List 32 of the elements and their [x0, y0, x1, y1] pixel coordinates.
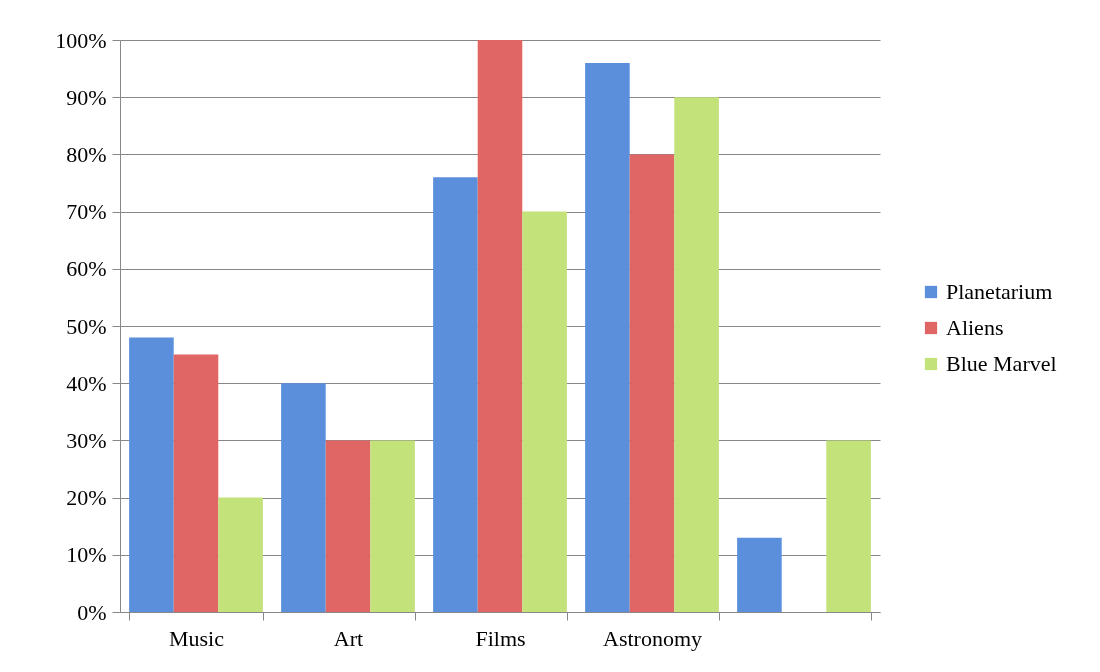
- x-tick-label: Music: [169, 625, 225, 651]
- y-tick-label: 20%: [66, 485, 107, 511]
- y-tick-label: 50%: [66, 313, 107, 339]
- bar: [477, 40, 523, 612]
- bar: [826, 440, 871, 612]
- x-tick-label: Art: [333, 625, 364, 651]
- y-tick-label: 10%: [66, 542, 107, 568]
- bar: [585, 62, 630, 612]
- bar: [218, 497, 263, 612]
- legend-label: Aliens: [946, 315, 1004, 340]
- bar: [281, 383, 326, 612]
- bar: [173, 354, 219, 612]
- bar: [629, 154, 675, 612]
- bar: [370, 440, 415, 612]
- bar: [522, 211, 567, 612]
- y-tick-label: 90%: [66, 84, 107, 110]
- y-tick-label: 30%: [66, 427, 107, 453]
- y-tick-label: 70%: [66, 199, 107, 225]
- legend-label: Planetarium: [946, 279, 1053, 304]
- bar: [129, 337, 174, 612]
- y-tick-label: 0%: [77, 599, 107, 625]
- bar: [325, 440, 371, 612]
- bar: [674, 97, 719, 612]
- y-tick-label: 40%: [66, 370, 107, 396]
- y-tick-label: 80%: [66, 141, 107, 167]
- legend-label: Blue Marvel: [946, 351, 1057, 376]
- y-tick-label: 100%: [55, 27, 107, 53]
- x-tick-label: Astronomy: [603, 625, 702, 651]
- y-tick-label: 60%: [66, 256, 107, 282]
- bar: [433, 177, 478, 612]
- x-tick-label: Films: [475, 625, 526, 651]
- bar: [737, 537, 782, 612]
